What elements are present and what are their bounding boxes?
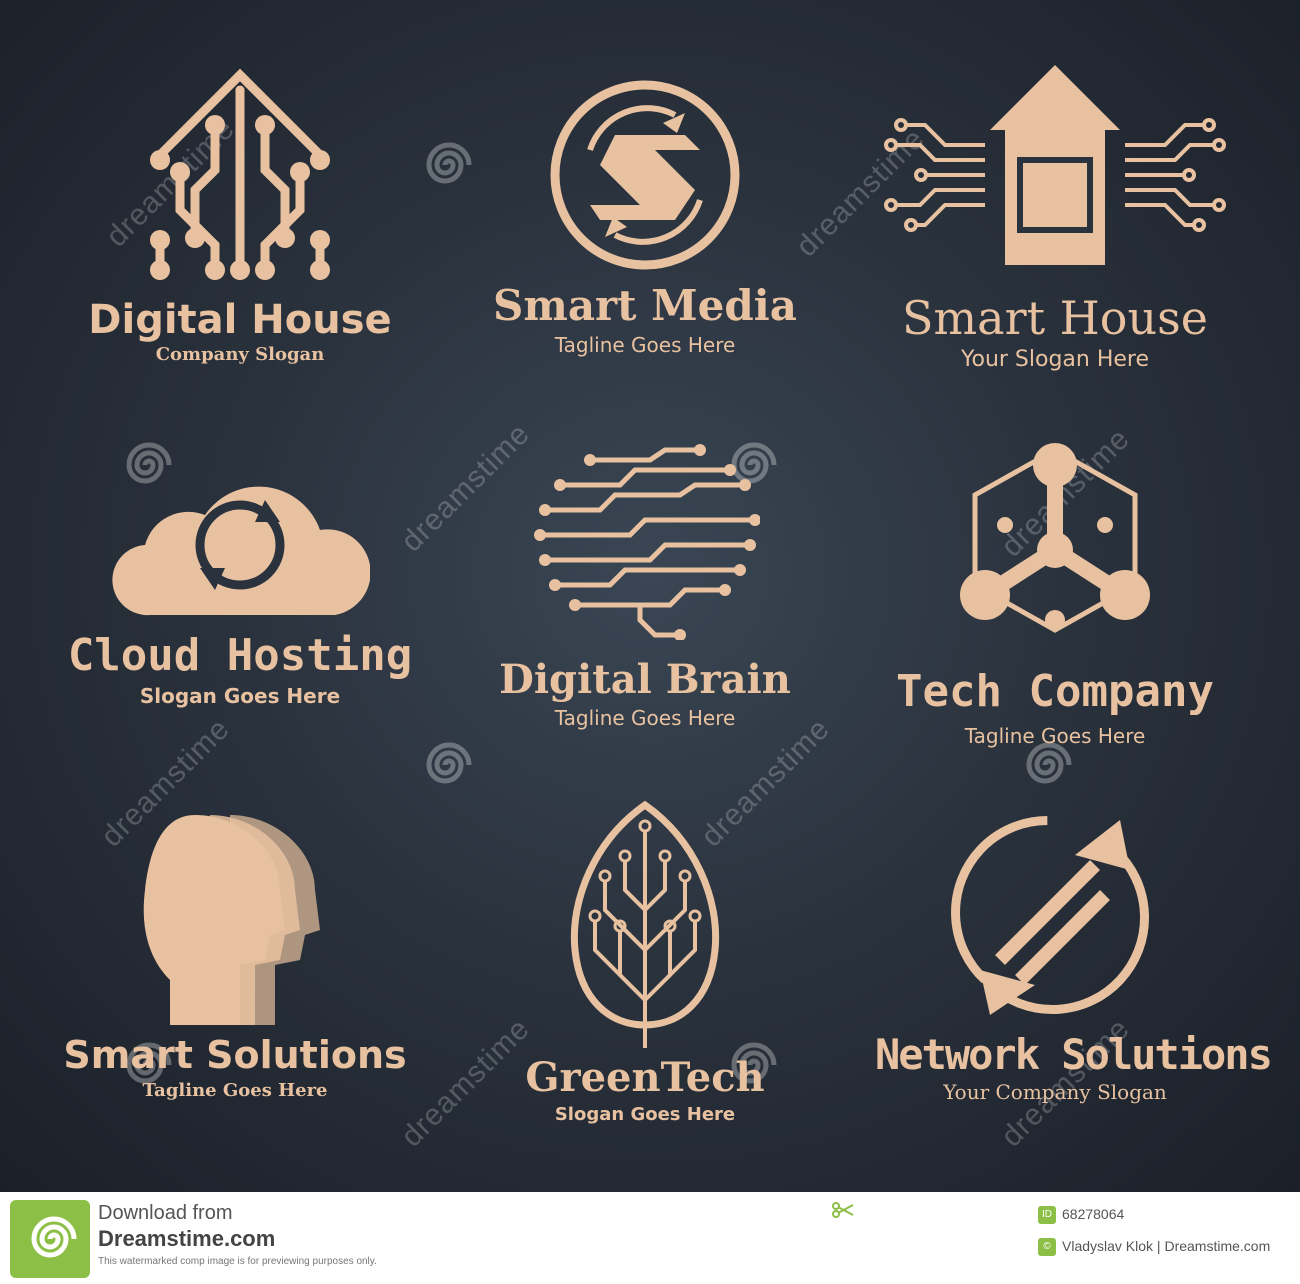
footer-bar: Download from Dreamstime.com This waterm… [0, 1192, 1300, 1284]
logo-smart-house: Smart House Your Slogan Here [875, 65, 1235, 373]
logo-sheet: dreamstime dreamstime dreamstime dreamst… [0, 0, 1300, 1192]
watermark-spiral-icon [426, 742, 472, 784]
logo-slogan: Slogan Goes Here [554, 1104, 736, 1125]
logo-slogan: Tagline Goes Here [142, 1080, 328, 1101]
footer-author[interactable]: Vladyslav Klok | Dreamstime.com [1062, 1238, 1271, 1254]
logo-network-solutions: Network Solutions Your Company Slogan [875, 810, 1273, 1104]
footer-site[interactable]: Dreamstime.com [98, 1226, 276, 1251]
house-chip-icon [884, 65, 1226, 265]
logo-title: Digital House [88, 297, 392, 343]
logo-cloud-hosting: Cloud Hosting Slogan Goes Here [60, 460, 420, 708]
watermark-spiral-icon [731, 1042, 777, 1084]
circuit-leaf-icon [570, 800, 720, 1048]
logo-title: GreenTech [525, 1054, 765, 1101]
logo-smart-media: Smart Media Tagline Goes Here [470, 75, 820, 357]
logo-slogan: Company Slogan [155, 344, 325, 365]
logo-title: Smart Solutions [63, 1033, 407, 1077]
copyright-icon: © [1038, 1238, 1056, 1256]
molecule-hexagon-icon [960, 443, 1150, 633]
logo-title: Digital Brain [499, 656, 791, 703]
logo-slogan: Tagline Goes Here [554, 706, 736, 730]
logo-smart-solutions: Smart Solutions Tagline Goes Here [55, 810, 415, 1102]
watermark-spiral-icon [426, 142, 472, 184]
logo-slogan: Your Company Slogan [943, 1080, 1167, 1104]
watermark-spiral-icon [126, 1042, 172, 1084]
circle-arrows-icon [951, 816, 1149, 1015]
id-badge: ID [1038, 1206, 1056, 1224]
logo-slogan: Slogan Goes Here [139, 684, 341, 708]
logo-digital-house: Digital House Company Slogan [60, 60, 420, 366]
logo-title: Tech Company [896, 666, 1214, 717]
logo-tech-company: Tech Company Tagline Goes Here [875, 440, 1235, 748]
circuit-brain-icon [534, 444, 760, 640]
watermark-spiral-icon [1026, 742, 1072, 784]
circuit-house-icon [150, 68, 330, 280]
letter-s-circle-icon [550, 80, 740, 270]
watermark-spiral-icon [126, 442, 172, 484]
logo-greentech: GreenTech Slogan Goes Here [470, 800, 820, 1126]
logo-title: Smart Media [493, 281, 797, 330]
scissors-icon [832, 1202, 854, 1218]
dreamstime-logo-icon [10, 1200, 90, 1278]
logo-slogan: Tagline Goes Here [964, 724, 1146, 748]
logo-title: Cloud Hosting [67, 630, 413, 681]
cloud-sync-icon [112, 486, 370, 616]
logo-title: Smart House [902, 291, 1208, 345]
logo-slogan: Your Slogan Here [960, 347, 1150, 372]
footer-notice: This watermarked comp image is for previ… [98, 1256, 377, 1267]
footer-image-id: 68278064 [1062, 1206, 1125, 1222]
watermark-spiral-icon [731, 442, 777, 484]
footer-download-line: Download from [98, 1202, 233, 1224]
heads-profile-icon [143, 815, 320, 1025]
logo-slogan: Tagline Goes Here [554, 333, 736, 357]
logo-digital-brain: Digital Brain Tagline Goes Here [470, 440, 820, 730]
logo-title: Network Solutions [875, 1030, 1273, 1079]
